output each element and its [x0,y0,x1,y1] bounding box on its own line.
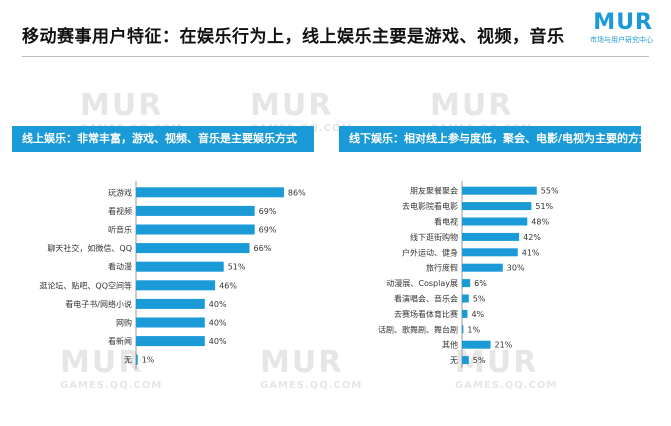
bar [462,340,491,349]
value-label: 4% [471,310,484,319]
bar [462,263,503,272]
mur-logo: MUR 市场与用户研究中心 [590,12,653,45]
value-label: 30% [507,264,525,273]
value-label: 86% [288,188,306,197]
category-label: 旅行度假 [426,263,458,273]
bar [136,298,205,309]
category-label: 户外运动、健身 [402,247,458,257]
category-label: 去赛场看体育比赛 [394,309,458,319]
bar [462,279,471,288]
category-label: 其他 [442,340,458,350]
value-label: 69% [259,207,277,216]
value-label: 6% [474,279,487,288]
online-entertainment-panel: 线上娱乐：非常丰富，游戏、视频、音乐是主要娱乐方式 玩游戏 86% 看视频 69% 听音… [12,126,314,369]
bar [462,232,520,241]
category-label: 朋友聚餐聚会 [410,186,458,196]
value-label: 55% [541,187,559,196]
value-label: 46% [219,281,237,290]
value-label: 1% [142,356,155,365]
category-label: 逛论坛、贴吧、QQ空间等 [39,280,132,290]
category-label: 动漫展、Cosplay展 [386,278,458,288]
value-label: 5% [473,295,486,304]
bar [462,248,518,257]
offline-entertainment-panel: 线下娱乐：相对线上参与度低，聚会、电影/电视为主要的方式 朋友聚餐聚会 55% 去电… [339,126,641,368]
value-label: 51% [228,263,246,272]
bar [136,187,284,198]
logo-subtitle: 市场与用户研究中心 [590,36,653,44]
value-label: 69% [259,226,277,235]
value-label: 5% [473,356,486,365]
category-label: 网购 [116,318,132,328]
value-label: 40% [209,337,227,346]
value-label: 66% [254,244,272,253]
bar [136,336,205,347]
category-label: 看视频 [108,206,132,216]
bar [136,354,138,365]
value-label: 41% [522,248,540,257]
value-label: 40% [209,319,227,328]
category-label: 看电视 [434,217,458,227]
value-label: 51% [535,202,553,211]
bar [462,309,468,318]
category-label: 玩游戏 [108,187,132,197]
offline-panel-header: 线下娱乐：相对线上参与度低，聚会、电影/电视为主要的方式 [339,126,641,152]
bar [462,325,464,334]
category-label: 听音乐 [108,225,132,235]
category-label: 线下逛街购物 [410,232,458,242]
bar [462,202,532,211]
logo-wordmark: MUR [593,10,653,35]
bar [462,186,537,195]
bar [462,217,528,226]
category-label: 看演唱会、音乐会 [394,294,458,304]
value-label: 42% [523,233,541,242]
bar [136,280,216,291]
online-panel-header: 线上娱乐：非常丰富，游戏、视频、音乐是主要娱乐方式 [12,126,314,152]
bar [462,356,469,365]
value-label: 1% [467,325,480,334]
offline-bar-chart: 朋友聚餐聚会 55% 去电影院看电影 51% 看电视 48% 线下逛街购物 42% 户外运动、健… [378,181,559,368]
bar [136,261,224,272]
bar [136,243,250,254]
category-label: 话剧、歌舞剧、舞台剧 [378,324,458,334]
category-label: 聊天社交，如微信、QQ [47,243,132,253]
category-label: 看电子书/网络小说 [65,299,132,309]
value-label: 40% [209,300,227,309]
title-divider [22,56,649,57]
bar [136,205,255,216]
bar [136,317,205,328]
category-label: 看新闻 [108,336,132,346]
category-label: 无 [450,356,458,365]
category-label: 无 [124,356,132,365]
value-label: 48% [531,218,549,227]
category-label: 去电影院看电影 [402,201,458,211]
value-label: 21% [495,341,513,350]
bar [136,224,255,235]
bar [462,294,469,303]
page-title: 移动赛事用户特征：在娱乐行为上，线上娱乐主要是游戏、视频，音乐 [22,27,565,47]
online-bar-chart: 玩游戏 86% 看视频 69% 听音乐 69% 聊天社交，如微信、QQ 66% 看动漫 51% 逛论… [39,181,306,369]
category-label: 看动漫 [108,262,132,272]
